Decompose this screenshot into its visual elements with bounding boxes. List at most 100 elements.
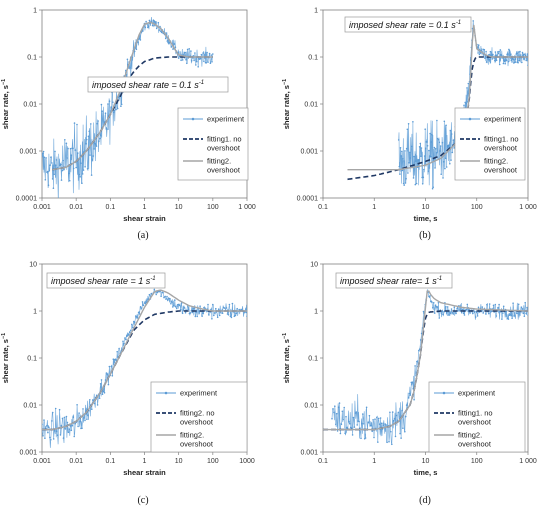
experiment-point (440, 173, 443, 175)
panel-caption: (c) (137, 495, 148, 506)
experiment-point (49, 164, 51, 166)
experiment-point (448, 314, 451, 316)
experiment-point (209, 62, 212, 64)
experiment-point (67, 147, 69, 150)
annotation-unit: -1 (150, 276, 155, 282)
experiment-point (229, 315, 232, 318)
experiment-point (500, 53, 502, 56)
experiment-point (74, 423, 76, 425)
x-tick-label: 100 (471, 458, 483, 465)
experiment-point (382, 424, 385, 427)
experiment-point (172, 306, 174, 308)
experiment-point (438, 317, 441, 319)
experiment-point (401, 150, 403, 153)
experiment-point (82, 169, 85, 171)
experiment-point (494, 51, 497, 53)
legend-label: fitting1. no overshoot (484, 135, 519, 153)
experiment-point (414, 365, 416, 367)
experiment-point (138, 37, 141, 40)
experiment-point (106, 128, 108, 130)
experiment-point (477, 52, 479, 54)
experiment-point (211, 318, 213, 320)
experiment-point (431, 187, 434, 190)
experiment-point (59, 434, 62, 436)
experiment-point (116, 107, 119, 110)
x-tick-label: 10 (422, 204, 430, 211)
experiment-point (495, 315, 498, 317)
x-tick-label: 0.1 (105, 204, 115, 211)
experiment-point (48, 426, 50, 429)
experiment-point (77, 152, 79, 154)
experiment-point (415, 182, 418, 185)
experiment-point (487, 57, 489, 60)
annotation-box (335, 272, 453, 289)
experiment-point (200, 53, 203, 56)
experiment-point (416, 360, 418, 363)
experiment-point (483, 48, 486, 51)
experiment-point (490, 54, 493, 56)
series-fitting-overshoot-line (52, 21, 213, 171)
experiment-point (472, 312, 474, 315)
experiment-point (477, 306, 480, 309)
experiment-point (514, 315, 516, 317)
experiment-point (510, 314, 512, 317)
experiment-point (433, 312, 436, 314)
experiment-point (164, 295, 166, 298)
experiment-point (434, 304, 437, 307)
x-tick-label: 1000 (239, 458, 255, 465)
experiment-point (449, 129, 452, 132)
y-tick-label: 0.001 (300, 149, 318, 156)
experiment-point (488, 58, 491, 61)
experiment-point (467, 82, 470, 85)
experiment-point (425, 147, 427, 150)
experiment-point (115, 359, 117, 362)
experiment-point (196, 315, 198, 318)
experiment-point (110, 365, 113, 368)
chart-panel-4: 0.1 1 10 100 1 000 0.001 0.01 0.1 1 10 time, s shea… (282, 262, 537, 507)
series-group (323, 289, 528, 446)
experiment-point (442, 161, 445, 163)
experiment-point (413, 155, 415, 158)
experiment-point (88, 130, 90, 133)
experiment-point (334, 405, 336, 408)
experiment-point (216, 316, 219, 319)
experiment-point (428, 155, 431, 157)
experiment-point (217, 308, 220, 311)
experiment-point (376, 416, 378, 419)
experiment-point (54, 407, 57, 410)
experiment-point (104, 379, 107, 381)
experiment-point (231, 302, 234, 305)
experiment-point (234, 314, 237, 317)
experiment-point (71, 424, 74, 427)
experiment-point (187, 308, 190, 311)
experiment-point (215, 307, 217, 310)
experiment-point (109, 110, 112, 112)
experiment-point (51, 411, 54, 414)
panel-caption: (d) (419, 495, 431, 506)
experiment-point (450, 308, 453, 310)
experiment-point (89, 154, 91, 156)
experiment-point (526, 53, 528, 55)
experiment-point (190, 60, 193, 62)
experiment-point (447, 144, 450, 147)
experiment-point (223, 307, 226, 309)
experiment-point (64, 428, 67, 430)
experiment-point (49, 436, 51, 439)
experiment-point (245, 311, 247, 314)
experiment-point (514, 61, 517, 63)
experiment-point (343, 406, 346, 409)
experiment-point (340, 423, 343, 426)
experiment-point (162, 291, 164, 294)
y-axis-label-unit: −1 (282, 79, 288, 85)
experiment-point (148, 293, 151, 296)
legend-marker-experiment (191, 117, 195, 121)
experiment-point (520, 306, 523, 309)
experiment-point (494, 59, 496, 62)
experiment-point (412, 177, 415, 179)
experiment-point (195, 60, 198, 63)
experiment-point (228, 303, 231, 306)
experiment-point (409, 394, 412, 396)
experiment-point (141, 301, 144, 303)
experiment-point (66, 421, 69, 424)
experiment-point (426, 145, 429, 147)
